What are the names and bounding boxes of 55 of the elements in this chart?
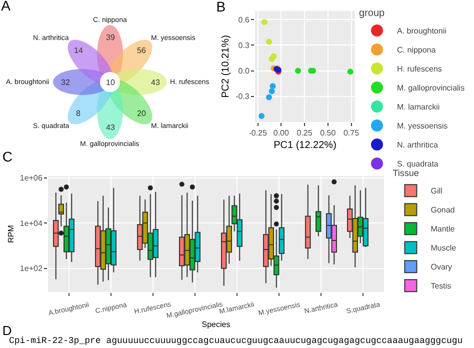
point	[270, 83, 276, 90]
y-tick-label: 1e+04	[20, 218, 43, 228]
x-axis-title: PC1 (12.22%)	[274, 140, 336, 152]
data-label: 43	[106, 123, 116, 132]
legend-label: Gonad	[430, 206, 455, 215]
x-axis-title: Species	[202, 320, 230, 330]
x-tick-label: 0.75	[343, 128, 360, 138]
text: Cpi-miR-22-3p_pre aguuuuuccuuuuggccagcuaucucguugcaauucugagcugagagcugccaaaugaagggcugu	[9, 336, 463, 346]
data-label: 56	[137, 46, 146, 55]
legend-title: Tissue	[392, 168, 419, 178]
point	[347, 68, 354, 75]
legend-label: C. nippona	[397, 46, 436, 55]
text: D	[2, 323, 12, 338]
x-tick-label: 0.00	[273, 128, 290, 138]
y-tick-label: 1e+02	[20, 264, 43, 274]
chart-title: C	[2, 148, 12, 165]
data-label: 8	[76, 109, 81, 118]
text: A	[1, 0, 12, 14]
data-label: 43	[151, 78, 160, 87]
legend-label: Muscle	[430, 244, 457, 253]
point	[268, 88, 275, 94]
point	[294, 68, 301, 74]
y-tick-label: -0.3	[236, 92, 250, 102]
y-tick-label: 0.6	[238, 15, 250, 24]
legend-label: A. broughtonii	[397, 26, 447, 36]
y-tick-label: 1e+06	[20, 174, 43, 183]
legend-label: S. quadrata	[397, 160, 439, 169]
x-tick-label: 0.50	[320, 128, 336, 138]
point	[258, 113, 265, 120]
data-label: 14	[74, 46, 84, 55]
legend-label: Gill	[430, 186, 442, 196]
x-tick-label: -0.25	[248, 128, 268, 138]
legend-label: N. arthritica	[397, 140, 438, 150]
legend-title: group	[359, 8, 386, 19]
legend-label: M. lamarckii	[397, 102, 440, 112]
data-label: 32	[61, 78, 70, 87]
legend-label: Testis	[430, 282, 452, 291]
data-label: 20	[137, 109, 146, 118]
text: 10	[106, 78, 116, 87]
legend-label: Ovary	[430, 262, 452, 272]
point	[266, 94, 272, 100]
y-tick-label: 0.3	[238, 40, 250, 50]
y-tick-label: 0.0	[238, 66, 250, 76]
point	[266, 38, 272, 45]
legend-label: H. rufescens	[397, 64, 442, 74]
point	[270, 53, 277, 60]
chart-title: B	[216, 0, 226, 15]
point	[261, 19, 268, 26]
data-label: 39	[106, 33, 116, 42]
y-axis-title: RPM	[6, 224, 16, 243]
legend-label: M. yessoensis	[397, 122, 448, 131]
y-axis-title: PC2 (10.21%)	[220, 35, 232, 98]
legend-label: Mantle	[430, 224, 456, 234]
x-tick-label: 0.25	[296, 128, 313, 138]
legend-label: M. galloprovincialis	[397, 84, 465, 93]
